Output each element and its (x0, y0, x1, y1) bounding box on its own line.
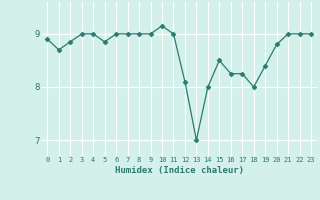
X-axis label: Humidex (Indice chaleur): Humidex (Indice chaleur) (115, 166, 244, 175)
